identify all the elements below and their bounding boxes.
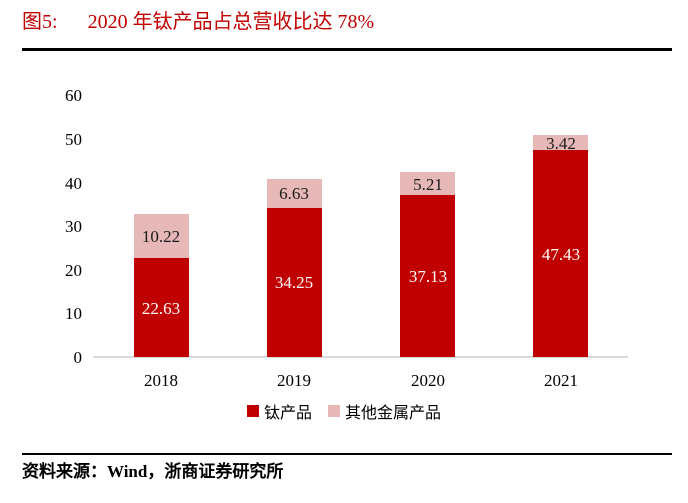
source-divider [22, 453, 672, 455]
legend-label-titanium-products: 钛产品 [263, 405, 312, 422]
bar-value-label: 5.21 [413, 175, 443, 194]
y-axis-tick-label: 30 [65, 217, 82, 236]
bar-value-label: 10.22 [141, 227, 181, 246]
bar-segment [267, 178, 322, 208]
x-axis-tick-label: 2021 [544, 371, 578, 390]
bar-segment [134, 213, 189, 259]
x-axis-tick-label: 2019 [277, 371, 311, 390]
y-axis-tick-label: 10 [65, 304, 82, 323]
bar-segment [134, 258, 189, 357]
chart-legend: 钛产品 其他金属产品 [0, 399, 688, 423]
legend-item-other-metal-products: 其他金属产品 [328, 399, 441, 423]
bar-segment [400, 195, 455, 357]
x-axis-tick-label: 2018 [144, 371, 178, 390]
x-axis-tick-label: 2020 [411, 371, 445, 390]
y-axis-tick-label: 50 [65, 130, 82, 149]
bar-segment [400, 172, 455, 196]
x-axis-line [93, 356, 628, 358]
bar-value-label: 47.43 [541, 245, 581, 264]
bar-value-label: 37.13 [408, 267, 448, 286]
bar-segment [267, 207, 322, 357]
legend-swatch-titanium-products [246, 405, 259, 417]
title-divider [22, 48, 672, 51]
figure-title-text: 2020 年钛产品占总营收比达 78% [87, 11, 375, 33]
y-axis-tick-label: 20 [65, 261, 82, 280]
bar-value-label: 3.42 [546, 134, 576, 153]
legend-label-other-metal-products: 其他金属产品 [345, 405, 442, 422]
y-axis-tick-label: 40 [65, 174, 82, 193]
bar-value-label: 6.63 [279, 184, 309, 203]
bar-segment [533, 135, 588, 151]
y-axis-tick-label: 60 [65, 86, 82, 105]
legend-swatch-other-metal-products [328, 405, 340, 417]
y-axis-tick-label: 0 [73, 348, 83, 367]
bar-segment [533, 150, 588, 357]
bar-value-label: 34.25 [274, 273, 314, 292]
legend-item-titanium-products: 钛产品 [246, 399, 312, 423]
figure-title: 图5: 2020 年钛产品占总营收比达 78% [22, 9, 374, 35]
bar-value-label: 22.63 [141, 299, 181, 318]
source-note: 资料来源：Wind，浙商证券研究所 [22, 462, 284, 481]
figure-number-label: 图5: [22, 11, 58, 33]
